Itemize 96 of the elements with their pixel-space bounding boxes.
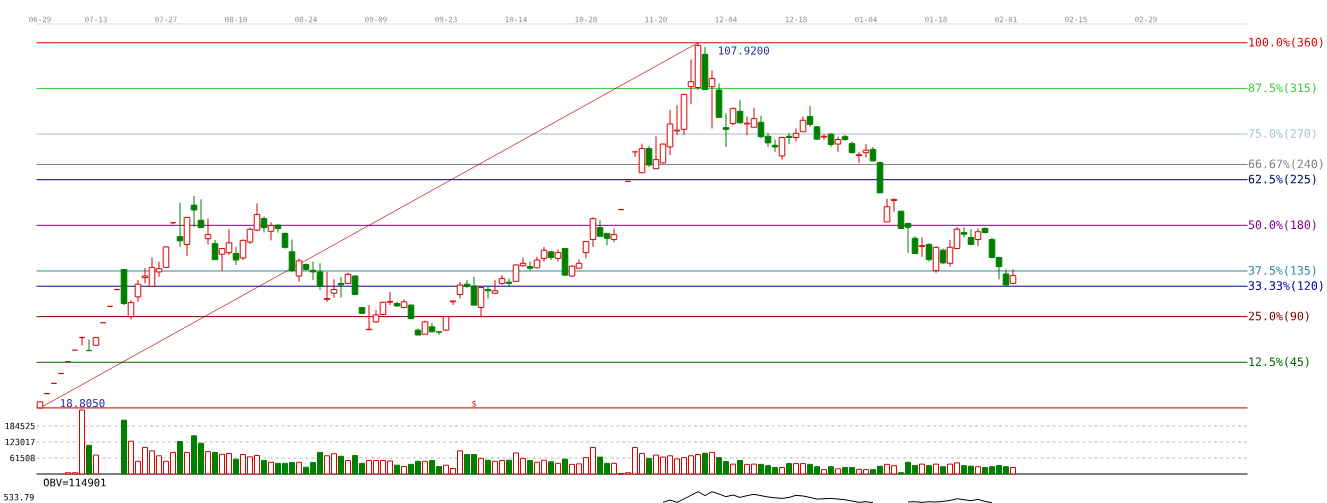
- bar: [261, 459, 267, 475]
- ref-line-label: 37.5%(135): [1248, 265, 1316, 277]
- bar: [233, 458, 239, 475]
- candlestick: [204, 218, 212, 245]
- bar: [646, 457, 652, 475]
- annotation: 18.8050: [61, 399, 105, 408]
- annotation: $: [472, 400, 477, 408]
- bar: [828, 466, 835, 475]
- bar: [296, 461, 302, 475]
- candlestick: [232, 246, 240, 266]
- bar: [821, 469, 828, 475]
- candlestick: [449, 300, 457, 306]
- chart-title: OBV=114901: [43, 478, 106, 487]
- bar: [730, 463, 736, 475]
- candlestick: [722, 112, 730, 148]
- bar: [975, 466, 982, 475]
- y-tick-label: 123017: [5, 438, 35, 446]
- bar: [86, 444, 92, 475]
- ref-line-label: 100.0%(360): [1249, 37, 1323, 48]
- bar: [548, 461, 554, 475]
- candlestick: [771, 139, 779, 153]
- bar: [919, 463, 926, 475]
- candlestick: [134, 279, 142, 303]
- bar: [422, 460, 428, 475]
- candlestick: [974, 227, 982, 247]
- bar: [835, 468, 842, 475]
- bar: [737, 459, 743, 475]
- ref-line-label: 87.5%(315): [1248, 83, 1316, 94]
- ref-line-label: 33.33%(120): [1248, 281, 1323, 292]
- bar: [401, 465, 407, 475]
- candlestick: [470, 276, 478, 306]
- ref-line-label: 66.67%(240): [1248, 159, 1323, 170]
- candlestick: [330, 278, 338, 299]
- y-tick-label: 61508: [10, 454, 35, 462]
- candlestick: [211, 239, 219, 261]
- bar: [177, 440, 183, 475]
- candlestick: [645, 145, 653, 168]
- bar: [345, 459, 351, 475]
- candlestick: [932, 245, 940, 274]
- ref-line-label: 75.0%(270): [1248, 128, 1316, 140]
- bar: [121, 419, 127, 475]
- candlestick: [834, 136, 842, 153]
- candlestick: [918, 236, 926, 258]
- candlestick: [267, 221, 275, 241]
- candlestick: [610, 227, 618, 243]
- candlestick: [960, 226, 968, 238]
- candlestick: [967, 228, 975, 246]
- candlestick: [792, 127, 800, 143]
- bar: [709, 451, 715, 475]
- bar: [93, 454, 99, 475]
- ref-line-label: 62.5%(225): [1248, 174, 1316, 185]
- bar: [212, 451, 218, 475]
- candlestick: [708, 69, 716, 129]
- candlestick: [176, 202, 184, 248]
- bar: [394, 464, 400, 475]
- bar: [205, 451, 211, 475]
- bar: [1010, 467, 1017, 475]
- y-tick-label: 184525: [5, 422, 35, 430]
- candlestick: [925, 242, 933, 263]
- bar: [506, 459, 512, 475]
- ref-line-label: 50.0%(180): [1248, 220, 1316, 231]
- candlestick: [127, 299, 135, 320]
- candlestick: [806, 105, 814, 128]
- candlestick: [477, 286, 485, 317]
- candlestick: [295, 257, 303, 283]
- candlestick: [491, 279, 499, 295]
- candlestick: [554, 248, 562, 263]
- candlestick: [526, 261, 534, 272]
- bar: [485, 459, 491, 475]
- candlestick: [589, 216, 597, 248]
- candlestick: [288, 239, 296, 273]
- bar: [933, 463, 940, 475]
- bar: [184, 451, 190, 475]
- bar: [478, 457, 484, 475]
- bar: [562, 458, 568, 475]
- candlestick: [323, 271, 331, 303]
- annotation: 107.9200: [719, 46, 770, 55]
- bar: [268, 461, 274, 475]
- bar: [338, 455, 344, 475]
- ref-line-label: 25.0%(90): [1248, 311, 1309, 322]
- candlestick: [162, 245, 170, 268]
- candlestick: [855, 151, 863, 164]
- bar: [702, 452, 708, 475]
- candlestick: [337, 276, 345, 299]
- bar: [779, 467, 786, 475]
- bar: [940, 466, 947, 475]
- bar: [555, 462, 561, 475]
- ref-line-label: 12.5%(45): [1249, 357, 1309, 368]
- bar: [527, 459, 533, 475]
- candlestick: [190, 195, 198, 228]
- bar: [786, 463, 793, 475]
- text: 533.79: [4, 493, 34, 501]
- candlestick: [883, 198, 891, 223]
- candlestick: [505, 277, 513, 288]
- candlestick: [820, 133, 828, 141]
- bar: [926, 465, 933, 475]
